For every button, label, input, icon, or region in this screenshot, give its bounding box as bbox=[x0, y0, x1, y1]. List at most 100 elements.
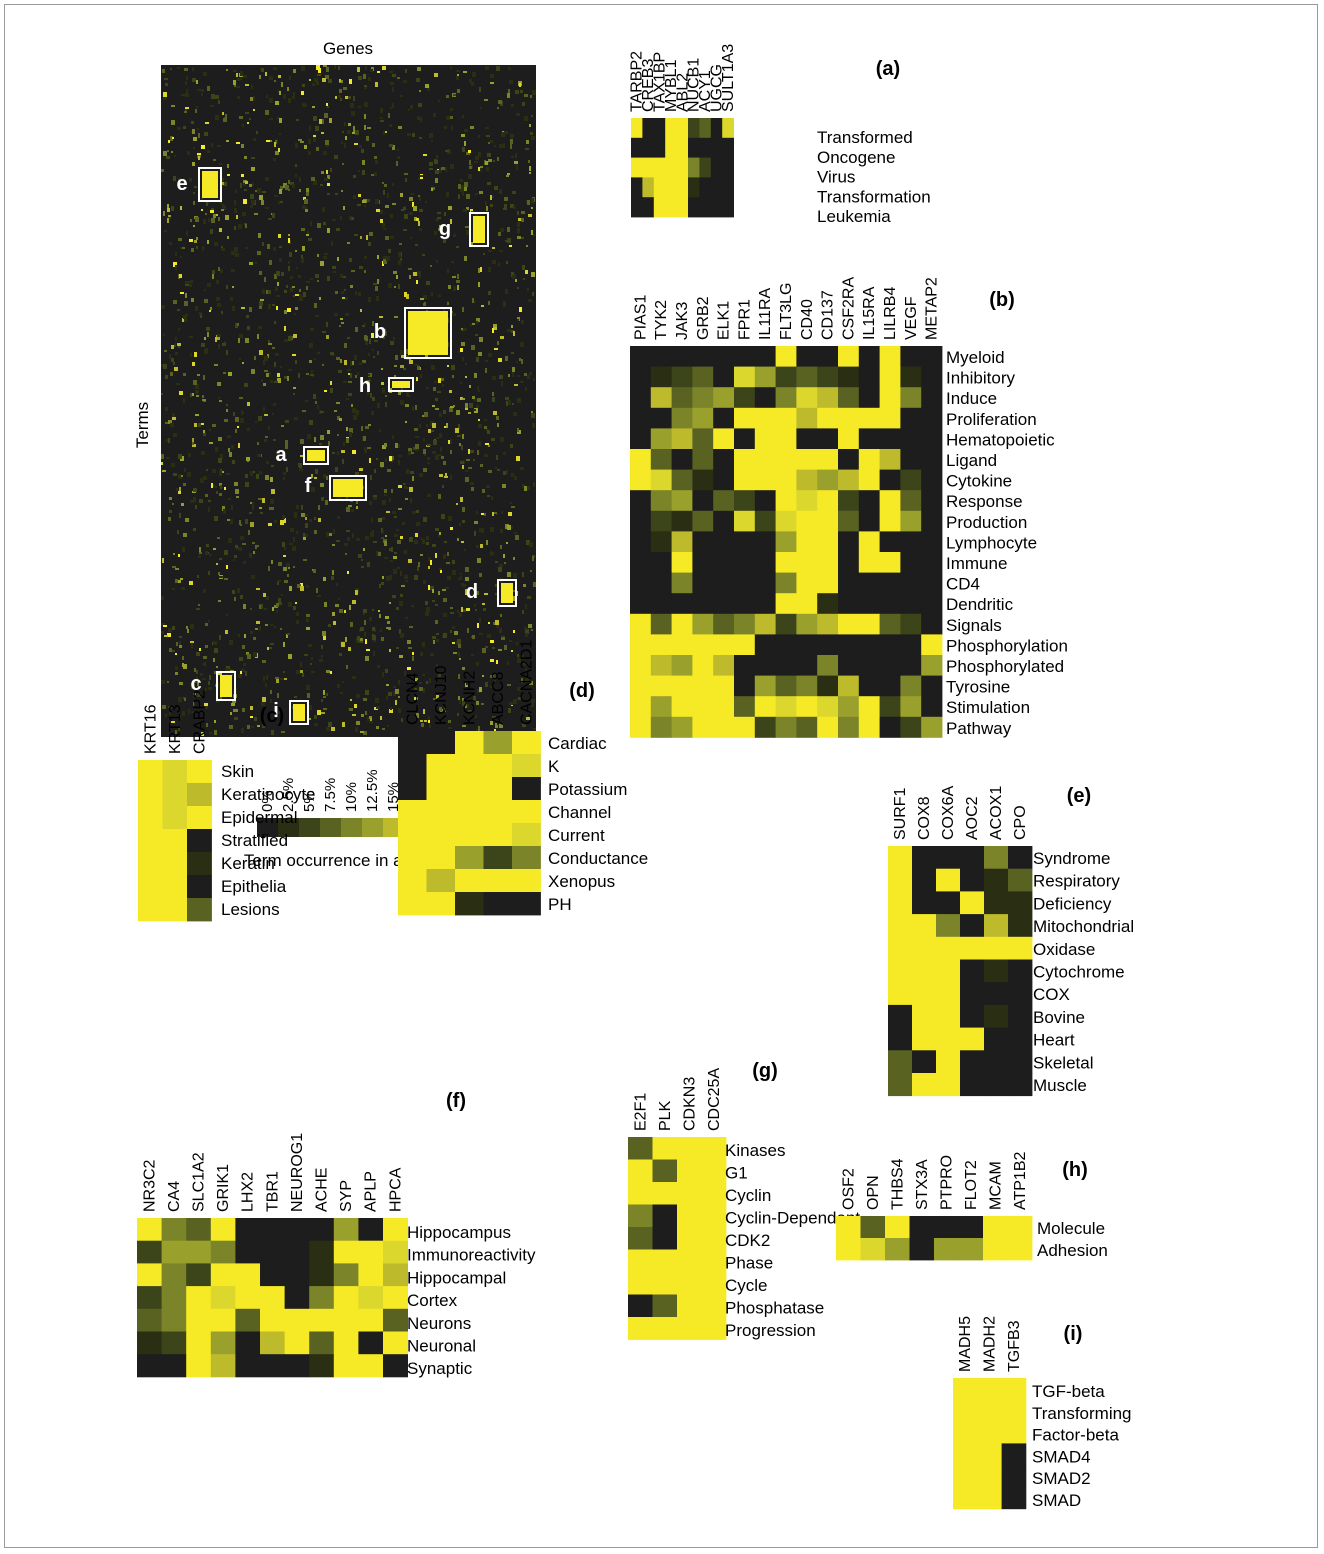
overview-cell bbox=[465, 704, 467, 708]
heatmap-cell bbox=[1008, 1027, 1033, 1051]
overview-cell bbox=[205, 122, 209, 124]
overview-cell bbox=[400, 258, 402, 261]
overview-cell bbox=[201, 197, 203, 200]
overview-cell bbox=[472, 298, 474, 303]
overview-cell bbox=[317, 405, 319, 409]
overview-cell bbox=[308, 151, 311, 155]
overview-cell bbox=[247, 725, 250, 729]
heatmap-cell bbox=[858, 531, 880, 553]
overview-cell bbox=[169, 242, 172, 245]
overview-cell bbox=[222, 178, 224, 183]
overview-cell bbox=[423, 468, 427, 472]
heatmap-cell bbox=[426, 869, 456, 893]
overview-cell bbox=[473, 696, 476, 701]
overview-cell bbox=[290, 182, 294, 185]
overview-cell bbox=[426, 536, 429, 540]
overview-cell bbox=[218, 437, 222, 441]
overview-cell bbox=[478, 282, 480, 287]
overview-cell bbox=[186, 89, 188, 94]
overview-cell bbox=[466, 152, 470, 155]
overview-cell bbox=[310, 663, 312, 665]
overview-cell bbox=[281, 425, 284, 427]
overview-cell bbox=[396, 161, 398, 166]
overview-cell bbox=[207, 240, 209, 244]
overview-cell bbox=[314, 303, 317, 308]
overview-cell bbox=[533, 582, 536, 587]
overview-cell bbox=[259, 305, 262, 309]
heatmap-cell bbox=[671, 510, 693, 532]
overview-cell bbox=[448, 206, 452, 210]
overview-cell bbox=[397, 156, 400, 159]
overview-cell bbox=[507, 684, 511, 686]
overview-cell bbox=[266, 461, 269, 464]
overview-cell bbox=[315, 401, 317, 404]
term-label: Current bbox=[548, 826, 605, 845]
overview-cell bbox=[466, 608, 470, 611]
overview-cell bbox=[412, 476, 414, 481]
overview-cell bbox=[420, 720, 423, 722]
heatmap-cell bbox=[512, 800, 541, 824]
overview-cell bbox=[376, 209, 380, 212]
panel-title: (c) bbox=[260, 705, 284, 727]
heatmap-cell bbox=[900, 613, 922, 635]
overview-cell bbox=[179, 641, 181, 645]
overview-cell bbox=[491, 438, 495, 441]
overview-cell bbox=[215, 115, 219, 120]
overview-cell bbox=[409, 197, 413, 201]
overview-cell bbox=[392, 511, 396, 514]
overview-cell bbox=[364, 85, 367, 88]
overview-cell bbox=[164, 350, 167, 352]
overview-cell bbox=[281, 731, 285, 733]
overview-cell bbox=[391, 550, 393, 552]
term-label: SMAD4 bbox=[1032, 1447, 1091, 1466]
overview-cell bbox=[226, 565, 228, 569]
overview-cell bbox=[315, 126, 319, 131]
overview-cell bbox=[267, 244, 270, 249]
overview-cell bbox=[495, 467, 497, 469]
overview-cell bbox=[245, 338, 249, 343]
overview-cell bbox=[513, 206, 516, 209]
overview-cell bbox=[246, 652, 249, 655]
overview-cell bbox=[288, 566, 290, 569]
overview-cell bbox=[444, 212, 446, 216]
overview-cell bbox=[208, 681, 210, 685]
overview-cell bbox=[389, 124, 392, 127]
heatmap-cell bbox=[483, 869, 513, 893]
overview-cell bbox=[511, 325, 513, 328]
heatmap-cell bbox=[162, 760, 188, 784]
heatmap-cell bbox=[162, 806, 188, 830]
heatmap-cell bbox=[1001, 1421, 1027, 1444]
overview-cell bbox=[529, 124, 531, 127]
overview-cell bbox=[316, 65, 320, 70]
overview-cell bbox=[259, 350, 263, 355]
overview-cell bbox=[213, 214, 216, 218]
overview-cell bbox=[430, 586, 434, 590]
heatmap-cell bbox=[984, 891, 1009, 915]
overview-cell bbox=[429, 162, 433, 166]
overview-cell bbox=[265, 72, 267, 76]
heatmap-cell bbox=[888, 891, 913, 915]
overview-cell bbox=[289, 586, 292, 591]
overview-cell bbox=[293, 387, 296, 389]
heatmap-cell bbox=[858, 490, 880, 512]
overview-cell bbox=[451, 365, 455, 370]
heatmap-cell bbox=[671, 366, 693, 388]
heatmap-cell bbox=[921, 716, 943, 738]
overview-cell bbox=[514, 532, 517, 534]
heatmap-cell bbox=[912, 868, 937, 892]
overview-cell bbox=[424, 302, 426, 306]
overview-cell bbox=[424, 412, 428, 417]
overview-cell bbox=[207, 86, 210, 91]
heatmap-cell bbox=[710, 137, 723, 158]
overview-cell bbox=[175, 672, 178, 675]
overview-cell bbox=[336, 583, 338, 586]
overview-cell bbox=[235, 253, 239, 257]
heatmap-cell bbox=[984, 846, 1009, 870]
heatmap-cell bbox=[754, 613, 776, 635]
overview-cell bbox=[498, 263, 500, 266]
overview-cell bbox=[438, 295, 441, 297]
overview-cell bbox=[488, 267, 491, 272]
overview-cell bbox=[306, 192, 309, 196]
overview-cell bbox=[262, 289, 265, 294]
overview-cell bbox=[414, 697, 418, 700]
